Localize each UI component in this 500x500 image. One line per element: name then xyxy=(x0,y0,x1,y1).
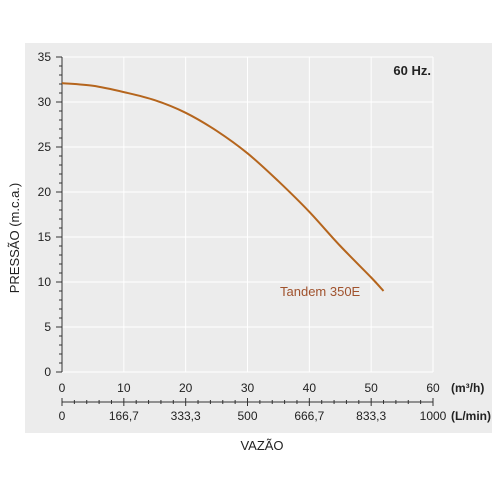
x2-tick-label: 500 xyxy=(237,409,257,423)
x2-tick-label: 666,7 xyxy=(294,409,324,423)
x-unit-lmin: (L/min) xyxy=(451,409,491,423)
y-tick-label: 15 xyxy=(38,230,52,244)
y-tick-label: 35 xyxy=(38,50,52,64)
unit-panel xyxy=(443,373,492,433)
x-tick-label: 40 xyxy=(303,381,317,395)
x2-tick-label: 833,3 xyxy=(356,409,386,423)
y-tick-label: 10 xyxy=(38,275,52,289)
x-unit-m3h: (m³/h) xyxy=(451,381,484,395)
x-tick-label: 50 xyxy=(364,381,378,395)
x2-tick-label: 0 xyxy=(59,409,66,423)
secondary-x-axis: 0 166,7 333,3 500 666,7 833,3 1000 xyxy=(59,398,447,423)
x-axis-title: VAZÃO xyxy=(240,438,283,453)
x-tick-label: 60 xyxy=(426,381,440,395)
x2-tick-label: 1000 xyxy=(420,409,447,423)
y-tick-label: 25 xyxy=(38,140,52,154)
x-tick-label: 30 xyxy=(241,381,255,395)
y-tick-label: 30 xyxy=(38,95,52,109)
frequency-annotation: 60 Hz. xyxy=(393,63,431,78)
series-label-tandem-350e: Tandem 350E xyxy=(280,284,361,299)
series-line-tandem-350e xyxy=(61,82,385,292)
x-tick-label: 20 xyxy=(179,381,193,395)
x-tick-labels: 0 10 20 30 40 50 60 xyxy=(59,381,440,395)
grid-lines xyxy=(61,56,434,373)
y-axis-title: PRESSÃO (m.c.a.) xyxy=(7,183,22,294)
x-tick-label: 0 xyxy=(59,381,66,395)
y-tick-labels: 0 5 10 15 20 25 30 35 xyxy=(38,50,52,379)
y-tick-label: 20 xyxy=(38,185,52,199)
x2-tick-label: 166,7 xyxy=(109,409,139,423)
x-tick-label: 10 xyxy=(117,381,131,395)
x2-tick-label: 333,3 xyxy=(171,409,201,423)
y-tick-label: 0 xyxy=(44,365,51,379)
y-tick-label: 5 xyxy=(44,320,51,334)
y-minor-ticks xyxy=(56,56,63,373)
plot-panel xyxy=(25,43,492,433)
